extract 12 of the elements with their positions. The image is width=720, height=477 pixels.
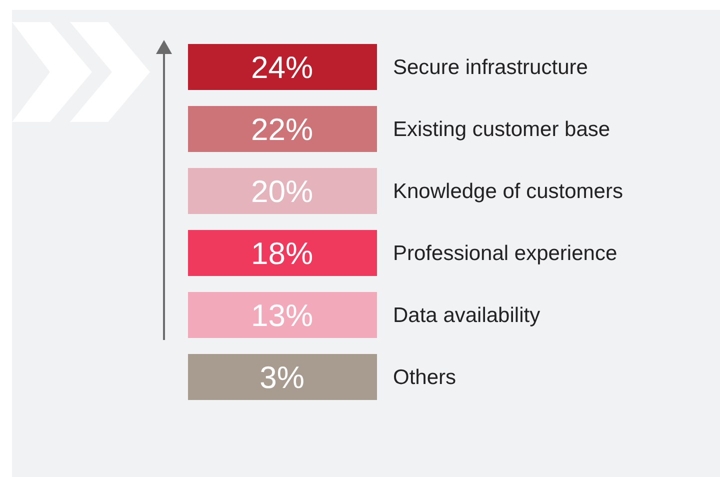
data-label: 18% (250, 236, 314, 271)
data-label: 20% (250, 174, 314, 209)
category-label: Knowledge of customers (393, 180, 623, 203)
category-label: Data availability (393, 304, 541, 327)
category-label: Secure infrastructure (393, 56, 588, 79)
data-label: 13% (250, 298, 314, 333)
category-label: Existing customer base (393, 118, 610, 141)
category-label: Professional experience (393, 242, 618, 265)
data-label: 22% (250, 112, 314, 147)
category-label: Others (393, 366, 456, 389)
data-label: 24% (250, 50, 314, 85)
data-label: 3% (260, 360, 304, 395)
